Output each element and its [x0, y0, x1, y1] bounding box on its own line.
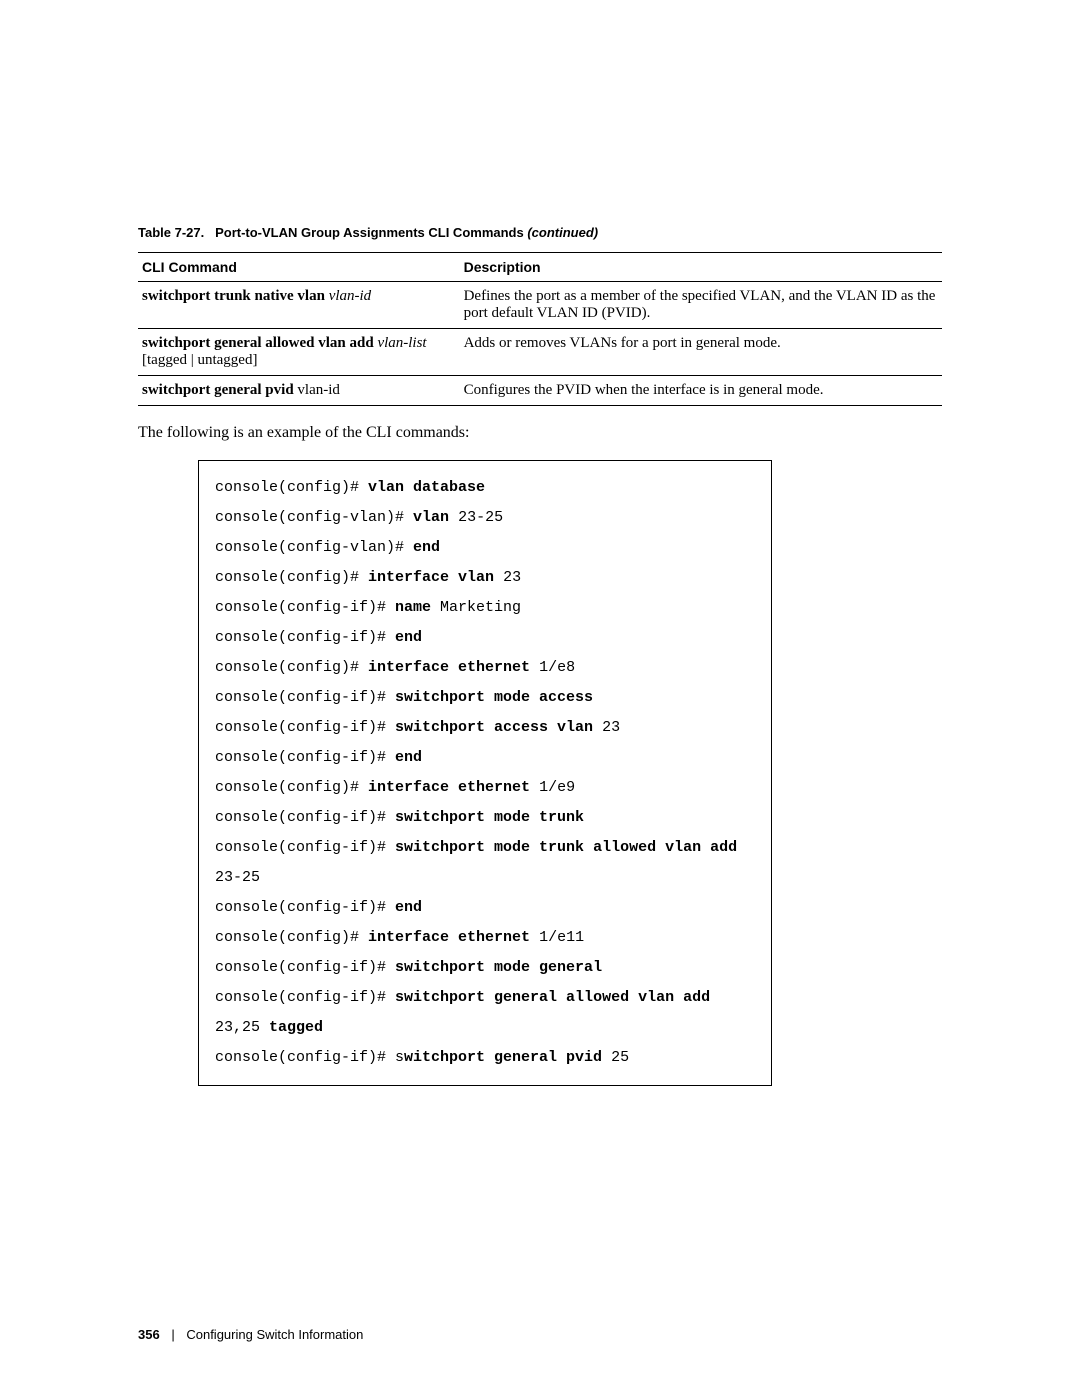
cli-line: console(config-if)# switchport mode acce…: [215, 683, 755, 713]
cli-line: console(config-if)# end: [215, 893, 755, 923]
body-paragraph: The following is an example of the CLI c…: [138, 424, 942, 442]
desc-cell: Adds or removes VLANs for a port in gene…: [460, 329, 942, 376]
caption-title: Port-to-VLAN Group Assignments CLI Comma…: [215, 225, 524, 240]
cli-line: console(config-if)# switchport mode gene…: [215, 953, 755, 983]
section-title: Configuring Switch Information: [186, 1327, 363, 1342]
desc-cell: Configures the PVID when the interface i…: [460, 376, 942, 406]
cli-line: console(config-if)# switchport general p…: [215, 1043, 755, 1073]
desc-cell: Defines the port as a member of the spec…: [460, 282, 942, 329]
caption-suffix: (continued): [527, 225, 598, 240]
cli-line: console(config-if)# switchport access vl…: [215, 713, 755, 743]
page-content: Table 7-27. Port-to-VLAN Group Assignmen…: [0, 0, 1080, 1126]
cmd-cell: switchport general pvid vlan-id: [138, 376, 460, 406]
table-header-row: CLI Command Description: [138, 253, 942, 282]
table-row: switchport general allowed vlan add vlan…: [138, 329, 942, 376]
cli-line: console(config-vlan)# vlan 23-25: [215, 503, 755, 533]
cli-line: console(config)# interface ethernet 1/e9: [215, 773, 755, 803]
cli-line: console(config)# interface vlan 23: [215, 563, 755, 593]
cli-commands-table: CLI Command Description switchport trunk…: [138, 252, 942, 406]
cli-line: console(config-if)# end: [215, 743, 755, 773]
cli-line: console(config-if)# switchport mode trun…: [215, 833, 755, 893]
header-description: Description: [460, 253, 942, 282]
cmd-cell: switchport general allowed vlan add vlan…: [138, 329, 460, 376]
table-row: switchport general pvid vlan-id Configur…: [138, 376, 942, 406]
cmd-cell: switchport trunk native vlan vlan-id: [138, 282, 460, 329]
cli-line: console(config)# vlan database: [215, 473, 755, 503]
cli-line: console(config-if)# switchport mode trun…: [215, 803, 755, 833]
caption-prefix: Table 7-27.: [138, 225, 204, 240]
page-footer: 356 | Configuring Switch Information: [138, 1327, 363, 1342]
cli-line: console(config-if)# end: [215, 623, 755, 653]
page-number: 356: [138, 1327, 160, 1342]
cli-line: console(config-if)# switchport general a…: [215, 983, 755, 1043]
table-caption: Table 7-27. Port-to-VLAN Group Assignmen…: [138, 225, 942, 240]
header-command: CLI Command: [138, 253, 460, 282]
cli-line: console(config)# interface ethernet 1/e1…: [215, 923, 755, 953]
cli-line: console(config-if)# name Marketing: [215, 593, 755, 623]
cli-line: console(config)# interface ethernet 1/e8: [215, 653, 755, 683]
table-row: switchport trunk native vlan vlan-id Def…: [138, 282, 942, 329]
cli-example-box: console(config)# vlan database console(c…: [198, 460, 772, 1086]
cli-line: console(config-vlan)# end: [215, 533, 755, 563]
footer-divider: |: [171, 1327, 174, 1342]
